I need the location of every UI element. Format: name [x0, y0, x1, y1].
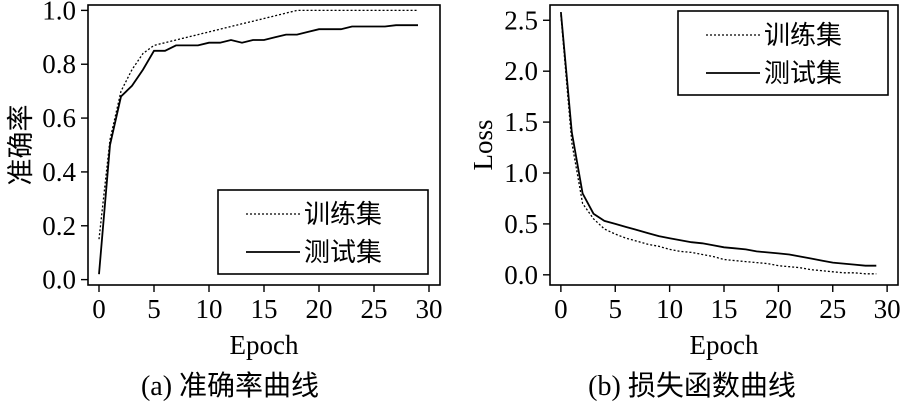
legend-label: 训练集 [304, 200, 382, 230]
y-axis-title: 准确率 [6, 105, 36, 186]
x-tick-label: 30 [416, 294, 443, 324]
x-tick-label: 25 [361, 294, 388, 324]
y-tick-label: 0.4 [42, 157, 76, 187]
series-line-test [98, 24, 418, 275]
x-axis-title: Epoch [690, 330, 759, 360]
chart-accuracy: 0 5 10 15 20 25 30 0.0 0.2 0.4 0.6 0.8 1.0 Epoch 准确率训练… [6, 0, 443, 402]
y-tick-label: 0.2 [42, 211, 76, 241]
x-tick-label: 5 [147, 294, 161, 324]
chart-caption: (b) 损失函数曲线 [588, 370, 796, 402]
legend-box [677, 10, 889, 96]
y-tick-label: 0.5 [504, 209, 538, 239]
y-tick-label: 2.5 [504, 5, 538, 35]
x-axis-title: Epoch [230, 330, 299, 360]
series-line-train [98, 9, 418, 240]
chart-caption: (a) 准确率曲线 [141, 370, 319, 402]
y-tick-label: 0.0 [42, 265, 76, 295]
x-tick-label: 0 [92, 294, 106, 324]
x-tick-label: 5 [609, 294, 623, 324]
series-line-test [560, 12, 877, 267]
y-tick-label: 1.0 [42, 0, 76, 25]
chart-loss: 0 5 10 15 20 25 30 0.0 0.5 1.0 1.5 2.0 2.5 Epoch Loss 训… [468, 4, 901, 402]
y-tick-label: 0.6 [42, 103, 76, 133]
y-tick-label: 0.8 [42, 49, 76, 79]
legend-box [217, 189, 429, 275]
y-tick-label: 1.5 [504, 107, 538, 137]
y-axis-title: Loss [468, 119, 498, 170]
x-tick-label: 10 [196, 294, 223, 324]
x-tick-label: 15 [711, 294, 738, 324]
legend-label: 测试集 [304, 238, 382, 268]
series-line-train [560, 15, 877, 275]
x-tick-label: 0 [554, 294, 568, 324]
x-tick-label: 25 [819, 294, 846, 324]
x-tick-label: 20 [306, 294, 333, 324]
y-tick-label: 2.0 [504, 56, 538, 86]
x-tick-label: 15 [251, 294, 278, 324]
legend-label: 测试集 [764, 59, 842, 89]
y-tick-label: 0.0 [504, 260, 538, 290]
x-tick-label: 30 [874, 294, 901, 324]
legend-label: 训练集 [764, 21, 842, 51]
x-tick-label: 10 [656, 294, 683, 324]
x-tick-label: 20 [765, 294, 792, 324]
y-tick-label: 1.0 [504, 158, 538, 188]
